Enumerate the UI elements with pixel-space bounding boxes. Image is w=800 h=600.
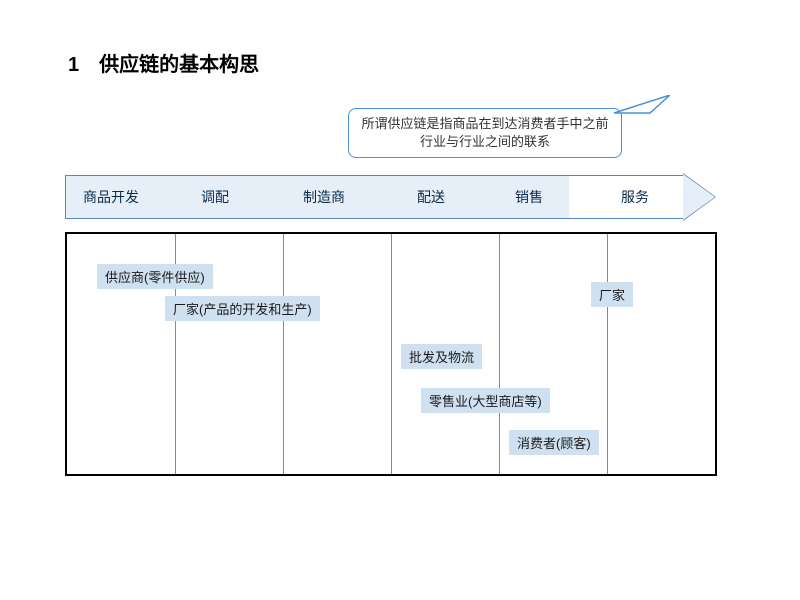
definition-callout: 所谓供应链是指商品在到达消费者手中之前行业与行业之间的联系 [348, 108, 622, 158]
stage-label: 制造商 [303, 187, 345, 207]
stage-label: 商品开发 [83, 187, 139, 207]
entity-grid: 供应商(零件供应) 厂家(产品的开发和生产) 厂家 批发及物流 零售业(大型商店… [65, 232, 717, 476]
stage-label: 服务 [621, 187, 649, 207]
arrow-head-icon [683, 174, 715, 220]
callout-text: 所谓供应链是指商品在到达消费者手中之前行业与行业之间的联系 [361, 116, 608, 149]
entity-wholesale: 批发及物流 [401, 344, 482, 369]
stage-label: 配送 [417, 187, 445, 207]
page-title: 1 供应链的基本构思 [68, 48, 259, 77]
entity-factory: 厂家 [591, 282, 633, 307]
process-arrow: 商品开发 调配 制造商 配送 销售 服务 [65, 175, 739, 219]
stage-label: 调配 [201, 187, 229, 207]
entity-consumer: 消费者(顾客) [509, 430, 599, 455]
entity-retail: 零售业(大型商店等) [421, 388, 550, 413]
grid-vline [391, 234, 392, 474]
stage-label: 销售 [515, 187, 543, 207]
entity-supplier: 供应商(零件供应) [97, 264, 213, 289]
entity-manufacturer: 厂家(产品的开发和生产) [165, 296, 320, 321]
grid-vline [283, 234, 284, 474]
grid-vline [499, 234, 500, 474]
grid-vline [607, 234, 608, 474]
